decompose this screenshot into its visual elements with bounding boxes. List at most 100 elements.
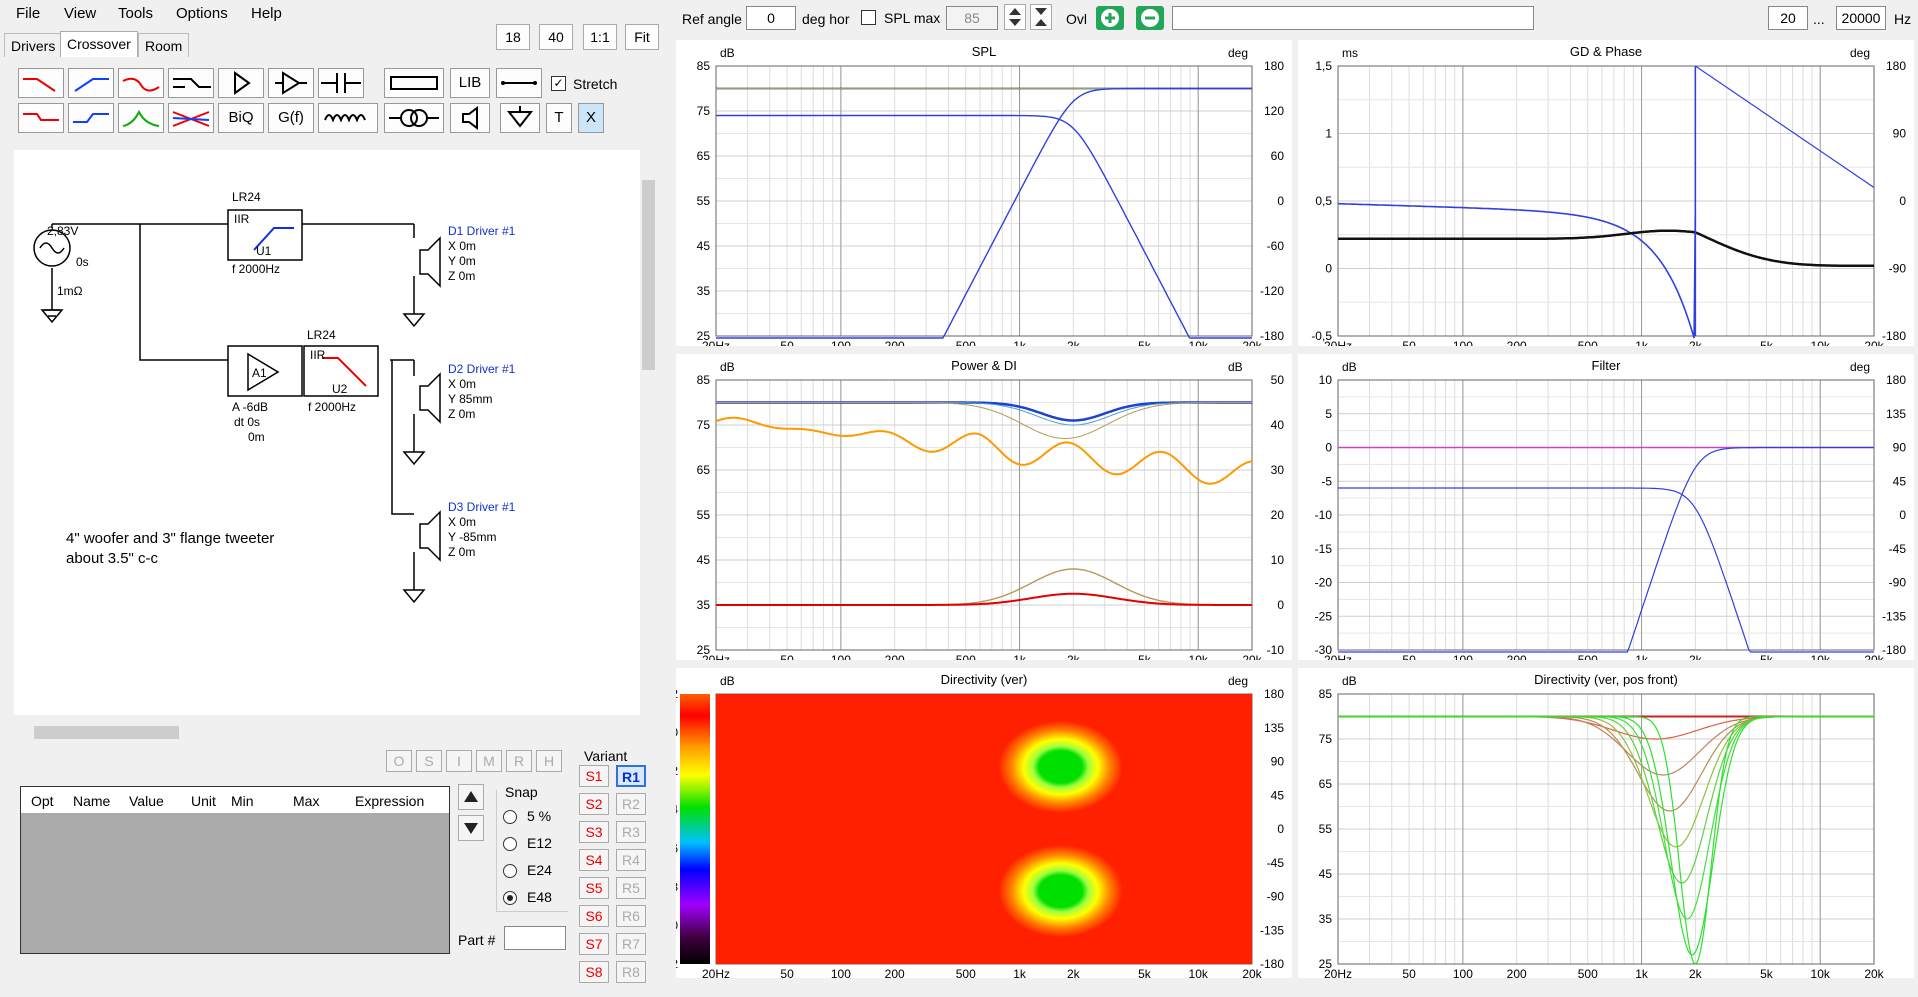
variant-s3[interactable]: S3 xyxy=(579,821,609,843)
lib-tool[interactable]: LIB xyxy=(450,68,490,98)
right-tick: 45 xyxy=(1893,474,1907,488)
stretch-checkbox[interactable]: ✓ xyxy=(551,76,566,91)
spl-max-checkbox[interactable] xyxy=(861,10,876,25)
opt-m-button[interactable]: M xyxy=(476,750,502,772)
snap-5pct-radio[interactable] xyxy=(503,810,517,824)
freq-tick: 50 xyxy=(780,967,794,978)
variant-s2[interactable]: S2 xyxy=(579,793,609,815)
zoom-40-button[interactable]: 40 xyxy=(539,24,573,50)
variant-s7[interactable]: S7 xyxy=(579,933,609,955)
biquad-tool[interactable]: BiQ xyxy=(218,103,264,133)
notch-tool[interactable] xyxy=(168,103,214,133)
text-tool[interactable]: T xyxy=(546,103,572,133)
capacitor-tool[interactable] xyxy=(318,68,364,98)
opt-r-button[interactable]: R xyxy=(506,750,532,772)
dirf-angle-line xyxy=(1338,715,1874,884)
tab-drivers[interactable]: Drivers xyxy=(4,33,63,57)
tab-room[interactable]: Room xyxy=(138,33,190,57)
spl-max-input[interactable]: 85 xyxy=(946,6,998,30)
right-tick: -180 xyxy=(1882,329,1906,343)
directivity-front-chart[interactable]: Directivity (ver, pos front) dB 85 75 65 55 45… xyxy=(1298,668,1914,978)
gd-phase-chart[interactable]: GD & Phase ms deg 1,5 1 0,5 0 -0,5 180 90 0 -90 -180… xyxy=(1298,40,1914,346)
menu-view[interactable]: View xyxy=(64,5,97,22)
schematic-hscroll[interactable] xyxy=(14,724,640,741)
right-tick: 60 xyxy=(1271,149,1285,163)
tab-crossover[interactable]: Crossover xyxy=(60,31,138,57)
bandpass-tool[interactable] xyxy=(118,103,164,133)
menu-bar: File View Tools Options Help xyxy=(0,0,670,28)
zoom-fit-button[interactable]: Fit xyxy=(625,24,659,50)
move-up-button[interactable] xyxy=(458,784,484,810)
optimizer-table[interactable]: Opt Name Value Unit Min Max Expression xyxy=(20,786,450,954)
variant-s6[interactable]: S6 xyxy=(579,905,609,927)
menu-options[interactable]: Options xyxy=(176,5,228,22)
inductor-tool[interactable] xyxy=(318,103,378,133)
overlay-input[interactable] xyxy=(1172,6,1534,30)
variant-r4[interactable]: R4 xyxy=(616,849,646,871)
driver-tool[interactable] xyxy=(450,103,490,133)
opt-s-button[interactable]: S xyxy=(416,750,442,772)
variant-s5[interactable]: S5 xyxy=(579,877,609,899)
shelf-red-tool[interactable] xyxy=(118,68,164,98)
snap-e12-radio[interactable] xyxy=(503,837,517,851)
menu-file[interactable]: File xyxy=(16,5,41,22)
snap-e48-radio[interactable] xyxy=(503,891,517,905)
ground-tool[interactable] xyxy=(500,103,540,133)
variant-r6[interactable]: R6 xyxy=(616,905,646,927)
highpass2-tool[interactable] xyxy=(68,103,114,133)
ref-angle-input[interactable]: 0 xyxy=(746,6,796,30)
driver-d2-icon xyxy=(419,372,441,424)
amplifier-tool[interactable] xyxy=(268,68,314,98)
transfer-function-tool[interactable]: G(f) xyxy=(268,103,314,133)
resistor-tool[interactable] xyxy=(384,68,444,98)
hscroll-thumb[interactable] xyxy=(34,726,179,739)
zoom-18-button[interactable]: 18 xyxy=(496,24,530,50)
variant-r2[interactable]: R2 xyxy=(616,793,646,815)
filter-chart[interactable]: Filter dB deg 10 5 0 -5 -10 -15 -20 -25 -30 180 135 90… xyxy=(1298,354,1914,660)
variant-s8[interactable]: S8 xyxy=(579,961,609,983)
directivity-ver-chart[interactable]: Directivity (ver) dB deg 12 0 -12 -24 -36 -48 -60… xyxy=(676,668,1292,978)
variant-s4[interactable]: S4 xyxy=(579,849,609,871)
power-di-chart[interactable]: Power & DI dB dB 85 75 65 55 45 35 25 50 40 30 20 10 0-… xyxy=(676,354,1292,660)
lowpass2-tool[interactable] xyxy=(18,103,64,133)
opt-o-button[interactable]: O xyxy=(386,750,412,772)
part-input[interactable] xyxy=(504,926,566,950)
driver-d3-icon xyxy=(419,510,441,562)
snap-e24-radio[interactable] xyxy=(503,864,517,878)
filter-u1-block[interactable] xyxy=(227,209,303,261)
variant-r1[interactable]: R1 xyxy=(616,765,646,787)
filter-u2-block[interactable] xyxy=(303,345,379,397)
overlay-add-button[interactable] xyxy=(1096,6,1124,30)
transformer-tool[interactable] xyxy=(384,103,444,133)
fmin-input[interactable]: 20 xyxy=(1768,6,1808,30)
variant-r8[interactable]: R8 xyxy=(616,961,646,983)
menu-help[interactable]: Help xyxy=(251,5,282,22)
zoom-1to1-button[interactable]: 1:1 xyxy=(583,24,617,50)
fmax-input[interactable]: 20000 xyxy=(1836,6,1886,30)
schematic-canvas[interactable]: 2,83V 0s 1mΩ LR24 IIR U1 f 2000Hz LR24 I… xyxy=(14,150,640,715)
overlay-remove-button[interactable] xyxy=(1136,6,1164,30)
spl-fit-button[interactable] xyxy=(1030,4,1052,30)
stretch-label: Stretch xyxy=(573,76,618,92)
variant-r7[interactable]: R7 xyxy=(616,933,646,955)
freq-tick: 10k xyxy=(1811,653,1831,660)
amp-a1-block[interactable] xyxy=(227,345,303,397)
wire-tool[interactable] xyxy=(496,68,542,98)
lowpass-red-tool[interactable] xyxy=(18,68,64,98)
opt-i-button[interactable]: I xyxy=(446,750,472,772)
spl-chart[interactable]: SPL dB deg 85 75 65 55 45 35 25 180 120 60 0 -60 -120 -1… xyxy=(676,40,1292,346)
buffer-tool[interactable] xyxy=(218,68,264,98)
menu-tools[interactable]: Tools xyxy=(118,5,154,22)
variant-r3[interactable]: R3 xyxy=(616,821,646,843)
move-down-button[interactable] xyxy=(458,815,484,841)
variant-r5[interactable]: R5 xyxy=(616,877,646,899)
schematic-vscroll[interactable] xyxy=(640,150,657,715)
right-tick: -60 xyxy=(1267,239,1285,253)
spl-spin-button[interactable] xyxy=(1004,4,1026,30)
delete-tool[interactable]: X xyxy=(578,103,604,133)
variant-s1[interactable]: S1 xyxy=(579,765,609,787)
highpass-blue-tool[interactable] xyxy=(68,68,114,98)
opt-h-button[interactable]: H xyxy=(536,750,562,772)
allpass-tool[interactable] xyxy=(168,68,214,98)
vscroll-thumb[interactable] xyxy=(642,180,655,370)
